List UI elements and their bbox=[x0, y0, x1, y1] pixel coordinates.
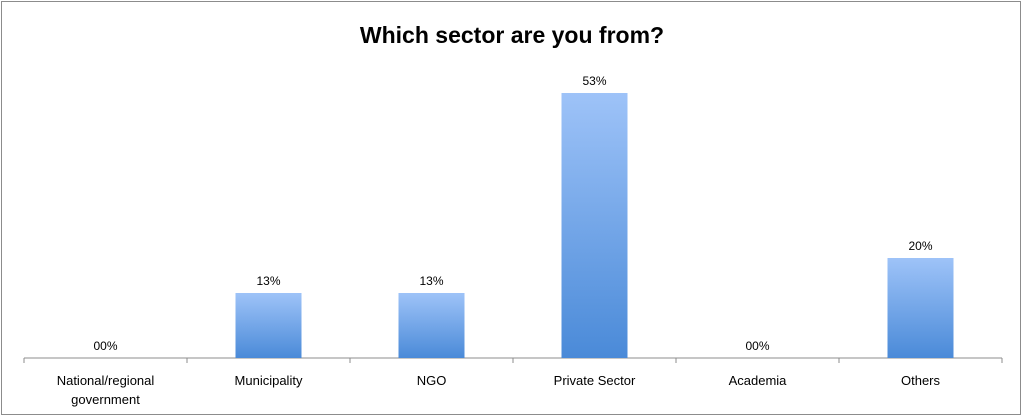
bar-ngo bbox=[398, 293, 465, 358]
category-label: Municipality bbox=[235, 373, 303, 388]
data-label: 00% bbox=[93, 339, 117, 353]
category-label: National/regional bbox=[57, 373, 155, 388]
data-label: 00% bbox=[745, 339, 769, 353]
category-label: Others bbox=[901, 373, 941, 388]
data-label: 20% bbox=[908, 239, 932, 253]
chart-title: Which sector are you from? bbox=[359, 22, 665, 48]
category-label: NGO bbox=[417, 373, 447, 388]
category-label: government bbox=[71, 392, 140, 407]
data-label: 13% bbox=[256, 274, 280, 288]
bar-private-sector bbox=[561, 93, 628, 358]
data-label: 53% bbox=[582, 74, 606, 88]
bar-others bbox=[887, 258, 954, 358]
category-label: Private Sector bbox=[554, 373, 636, 388]
category-label: Academia bbox=[729, 373, 788, 388]
data-label: 13% bbox=[419, 274, 443, 288]
bar-municipality bbox=[235, 293, 302, 358]
